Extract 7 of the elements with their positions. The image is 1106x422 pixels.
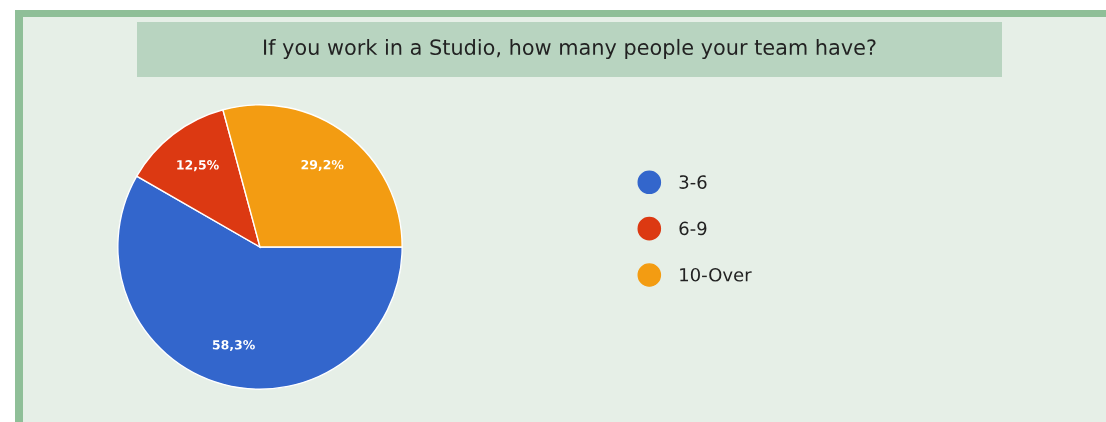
- legend-label: 6-9: [679, 221, 707, 236]
- data-label: 58,3%: [212, 340, 255, 352]
- data-label: 12,5%: [177, 160, 219, 172]
- legend-label: 3-6: [679, 175, 707, 189]
- chart-title: If you work in a Studio, how many people your team have?: [264, 38, 876, 60]
- legend-label: 10-Over: [680, 267, 752, 282]
- data-label: 29,2%: [301, 159, 344, 171]
